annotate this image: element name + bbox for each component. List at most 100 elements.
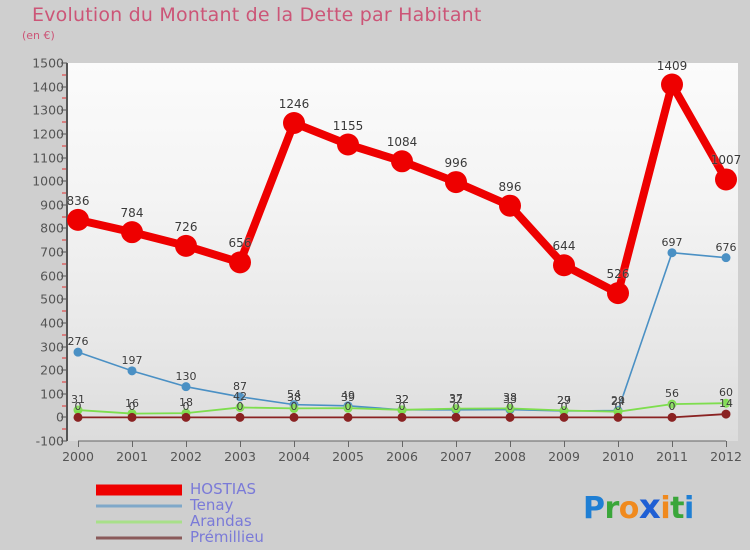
- y-axis-minor-tick: [62, 192, 66, 194]
- data-point-label: 0: [236, 400, 244, 414]
- data-point[interactable]: [667, 399, 677, 409]
- logo-char: x: [638, 487, 661, 527]
- data-point[interactable]: [229, 251, 251, 274]
- data-point[interactable]: [721, 253, 731, 263]
- y-axis-tick-label: 1100: [32, 150, 64, 165]
- data-point[interactable]: [283, 112, 305, 135]
- data-point[interactable]: [397, 412, 407, 422]
- data-point[interactable]: [391, 150, 413, 173]
- x-axis-tick-label: 2012: [710, 449, 742, 464]
- series-hostias: [67, 73, 737, 305]
- data-point-label: 0: [74, 400, 82, 414]
- proxiti-logo[interactable]: Proxiti: [583, 487, 694, 527]
- data-point-label: 0: [452, 400, 460, 414]
- data-point[interactable]: [661, 73, 683, 96]
- data-point[interactable]: [451, 404, 461, 414]
- data-point[interactable]: [445, 171, 467, 194]
- data-point-label: 197: [121, 353, 143, 367]
- x-axis-tick-label: 2009: [548, 449, 580, 464]
- data-point[interactable]: [667, 412, 677, 422]
- data-point-label: 38: [503, 391, 517, 405]
- x-axis-tick-mark: [294, 441, 295, 447]
- data-point[interactable]: [235, 402, 245, 412]
- x-axis-tick-label: 2006: [386, 449, 418, 464]
- x-axis-tick-mark: [132, 441, 133, 447]
- data-point[interactable]: [235, 392, 245, 402]
- legend-color-swatch: [96, 484, 182, 496]
- legend-color-swatch: [96, 536, 182, 540]
- x-axis-tick-label: 2007: [440, 449, 472, 464]
- data-point[interactable]: [343, 403, 353, 413]
- logo-char: P: [583, 491, 605, 526]
- data-point-label: 784: [120, 206, 144, 221]
- y-axis-tick-mark: [61, 251, 67, 253]
- data-point[interactable]: [289, 403, 299, 413]
- data-point[interactable]: [289, 412, 299, 422]
- data-point[interactable]: [73, 347, 83, 357]
- y-axis-tick-label: 1200: [32, 126, 64, 142]
- y-axis-tick-mark: [61, 109, 67, 111]
- data-point-label: 676: [715, 240, 737, 254]
- x-axis-tick-label: 2010: [602, 449, 634, 464]
- logo-char: i: [684, 491, 694, 526]
- data-point[interactable]: [613, 412, 623, 422]
- x-axis-tick-mark: [78, 441, 79, 447]
- data-point-label: 896: [498, 179, 522, 194]
- data-point[interactable]: [337, 133, 359, 156]
- data-point[interactable]: [181, 382, 191, 392]
- logo-char: i: [660, 491, 671, 526]
- data-point[interactable]: [721, 409, 731, 419]
- data-point[interactable]: [505, 403, 515, 413]
- y-axis-minor-tick: [62, 145, 66, 147]
- data-point[interactable]: [499, 194, 521, 217]
- y-axis-tick-mark: [61, 369, 67, 371]
- legend-item-label: Tenay: [190, 496, 234, 514]
- data-point[interactable]: [127, 366, 137, 376]
- data-point-label: 32: [395, 392, 409, 406]
- data-point-label: 836: [66, 193, 90, 208]
- data-point-label: 14: [719, 397, 733, 411]
- data-point[interactable]: [175, 234, 197, 257]
- y-axis-tick-label: 600: [40, 268, 64, 284]
- x-axis-tick-label: 2002: [170, 449, 202, 464]
- data-point[interactable]: [73, 412, 83, 422]
- data-point[interactable]: [181, 412, 191, 422]
- data-point[interactable]: [607, 282, 629, 305]
- data-point[interactable]: [559, 412, 569, 422]
- data-point[interactable]: [67, 208, 89, 231]
- data-point-label: 1007: [710, 153, 742, 168]
- data-point[interactable]: [397, 405, 407, 415]
- data-point[interactable]: [451, 412, 461, 422]
- y-axis-tick-label: 1500: [32, 55, 64, 71]
- data-point[interactable]: [721, 398, 731, 408]
- data-point[interactable]: [127, 412, 137, 422]
- data-point[interactable]: [235, 412, 245, 422]
- y-axis-tick-label: 0: [56, 410, 64, 425]
- x-axis-tick-mark: [672, 441, 673, 447]
- data-point[interactable]: [121, 221, 143, 244]
- data-point[interactable]: [667, 248, 677, 258]
- y-axis-tick-mark: [61, 346, 67, 347]
- y-axis-tick-mark: [61, 298, 67, 300]
- x-axis-tick-mark: [402, 441, 403, 447]
- data-point-label: 1084: [386, 135, 418, 150]
- data-point-label: 276: [67, 335, 89, 349]
- y-axis-minor-tick: [62, 168, 66, 170]
- plot-area: 1500 1400 1300 1200 1100 1000 900 800 700 600 500 4…: [32, 56, 742, 465]
- data-point[interactable]: [343, 412, 353, 422]
- x-axis-tick-mark: [348, 441, 349, 447]
- x-axis-tick-label: 2008: [494, 449, 526, 464]
- x-axis-tick-mark: [726, 441, 727, 447]
- data-point[interactable]: [559, 406, 569, 416]
- data-point-label: 0: [506, 400, 514, 414]
- data-point[interactable]: [505, 412, 515, 422]
- data-point-label: 726: [174, 219, 198, 234]
- x-axis-tick-mark: [618, 441, 619, 447]
- data-point[interactable]: [553, 254, 575, 277]
- y-axis-tick-mark: [61, 416, 67, 418]
- data-point-label: 0: [344, 400, 352, 414]
- data-point-label: 29: [611, 393, 625, 407]
- y-axis-minor-tick: [62, 405, 66, 407]
- data-point[interactable]: [73, 405, 83, 415]
- data-point[interactable]: [715, 168, 737, 191]
